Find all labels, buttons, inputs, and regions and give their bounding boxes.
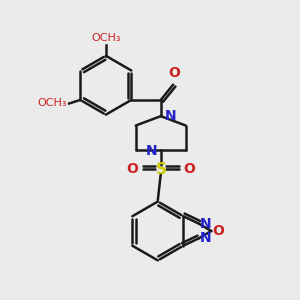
Text: S: S — [156, 162, 167, 177]
Text: O: O — [212, 224, 224, 238]
Text: N: N — [200, 231, 211, 245]
Text: N: N — [146, 144, 157, 158]
Text: N: N — [200, 217, 211, 231]
Text: OCH₃: OCH₃ — [37, 98, 67, 109]
Text: O: O — [169, 66, 181, 80]
Text: OCH₃: OCH₃ — [91, 33, 121, 43]
Text: O: O — [183, 162, 195, 176]
Text: O: O — [127, 162, 138, 176]
Text: N: N — [164, 109, 176, 123]
